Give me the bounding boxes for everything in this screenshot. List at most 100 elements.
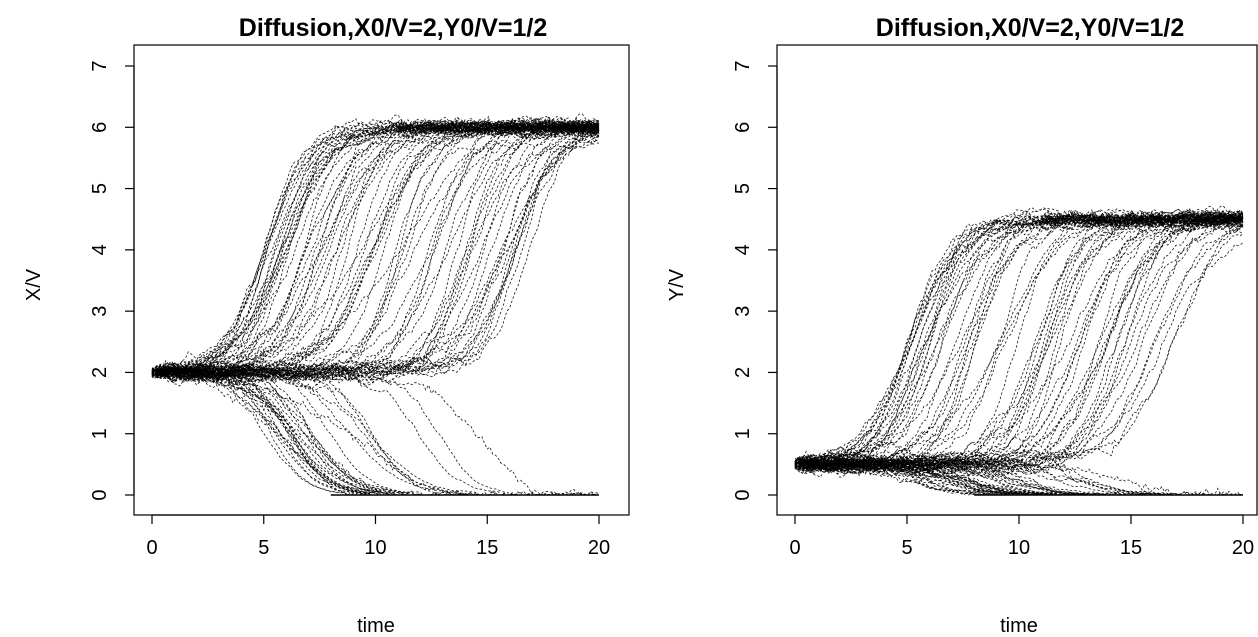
trajectory-line <box>794 210 1244 473</box>
trajectory-line <box>794 208 1244 472</box>
trajectory-line <box>151 373 599 496</box>
trajectory-line <box>151 120 600 372</box>
trajectory-line <box>151 122 600 383</box>
trajectory-line <box>151 362 599 496</box>
series-line <box>794 214 1244 472</box>
series-line <box>151 122 600 376</box>
trajectory-line <box>151 124 600 380</box>
trajectory-line <box>794 211 1244 470</box>
y-tick-label: 2 <box>732 367 754 378</box>
trajectory-line <box>151 117 600 381</box>
plateau-line <box>397 118 600 136</box>
trajectory-line <box>151 130 600 384</box>
plateau-line <box>1041 208 1244 232</box>
trajectory-line <box>794 213 1244 472</box>
y-tick-label: 5 <box>732 183 754 194</box>
plateau-line <box>1041 209 1244 228</box>
trajectory-line <box>794 208 1244 469</box>
right-x-axis: 0 5 10 15 20 <box>789 514 1254 559</box>
trajectory-line <box>151 369 599 496</box>
trajectory-line <box>151 366 599 496</box>
series-line <box>151 122 600 375</box>
series-line <box>794 460 1243 496</box>
trajectory-line <box>151 119 600 380</box>
trajectory-line <box>794 210 1244 472</box>
trajectory-line <box>794 210 1244 472</box>
plateau-line <box>1041 211 1244 232</box>
trajectory-line <box>151 367 599 496</box>
x-tick-label: 0 <box>789 537 800 559</box>
trajectory-line <box>151 125 600 380</box>
trajectory-line <box>151 370 599 496</box>
x-tick-label: 20 <box>1232 537 1254 559</box>
plateau-line <box>1041 208 1244 228</box>
y-tick-label: 7 <box>732 60 754 71</box>
trajectory-line <box>794 212 1244 470</box>
left-y-axis: 0 1 2 3 4 5 6 7 <box>89 60 135 501</box>
trajectory-line <box>151 124 600 381</box>
trajectory-line <box>151 369 599 496</box>
plateau-line <box>397 117 600 137</box>
trajectory-line <box>151 121 600 384</box>
trajectory-line <box>151 129 600 384</box>
trajectory-line <box>794 212 1244 464</box>
trajectory-line <box>794 216 1244 476</box>
trajectory-line <box>794 233 1244 474</box>
trajectory-line <box>151 367 599 496</box>
trajectory-line <box>794 213 1244 470</box>
series-line <box>151 369 600 496</box>
x-tick-label: 15 <box>1120 537 1142 559</box>
y-tick-label: 6 <box>732 122 754 133</box>
trajectory-line <box>151 368 599 496</box>
plateau-line <box>397 119 600 137</box>
right-y-label: Y/V <box>666 268 688 301</box>
x-tick-label: 10 <box>1008 537 1030 559</box>
trajectory-line <box>151 126 600 382</box>
plateau-line <box>1041 210 1244 232</box>
right-trajectories <box>794 205 1244 496</box>
y-tick-label: 1 <box>89 428 111 439</box>
trajectory-line <box>794 214 1244 474</box>
trajectory-line <box>151 365 599 496</box>
trajectory-line <box>151 119 600 380</box>
trajectory-line <box>151 118 600 380</box>
trajectory-line <box>151 368 599 496</box>
trajectory-line <box>151 120 600 379</box>
trajectory-line <box>152 374 599 496</box>
x-tick-label: 20 <box>588 537 610 559</box>
trajectory-line <box>794 219 1244 470</box>
trajectory-line <box>794 211 1244 463</box>
series-line <box>151 123 600 378</box>
series-line <box>794 215 1244 471</box>
trajectory-line <box>151 118 600 374</box>
trajectory-line <box>794 212 1244 472</box>
trajectory-line <box>151 125 600 379</box>
trajectory-line <box>151 120 600 378</box>
trajectory-line <box>794 212 1244 470</box>
trajectory-line <box>151 130 600 382</box>
trajectory-line <box>794 217 1244 472</box>
trajectory-line <box>794 451 1243 496</box>
trajectory-line <box>151 367 599 496</box>
x-tick-label: 15 <box>476 537 498 559</box>
trajectory-line <box>794 213 1244 471</box>
y-tick-label: 5 <box>89 183 111 194</box>
trajectory-line <box>151 370 599 496</box>
trajectory-line <box>794 216 1244 478</box>
trajectory-line <box>151 140 600 383</box>
trajectory-line <box>794 212 1244 469</box>
y-tick-label: 3 <box>89 306 111 317</box>
plateau-line <box>1041 209 1244 227</box>
trajectory-line <box>151 363 599 496</box>
trajectory-line <box>794 217 1244 473</box>
trajectory-line <box>151 119 600 381</box>
trajectory-line <box>794 215 1244 472</box>
trajectory-line <box>794 211 1244 471</box>
trajectory-line <box>795 213 1244 470</box>
trajectory-line <box>794 224 1244 472</box>
right-plot-frame <box>776 44 1258 516</box>
trajectory-line <box>151 367 599 496</box>
trajectory-line <box>794 210 1244 468</box>
trajectory-line <box>151 117 600 381</box>
trajectory-line <box>151 119 600 376</box>
